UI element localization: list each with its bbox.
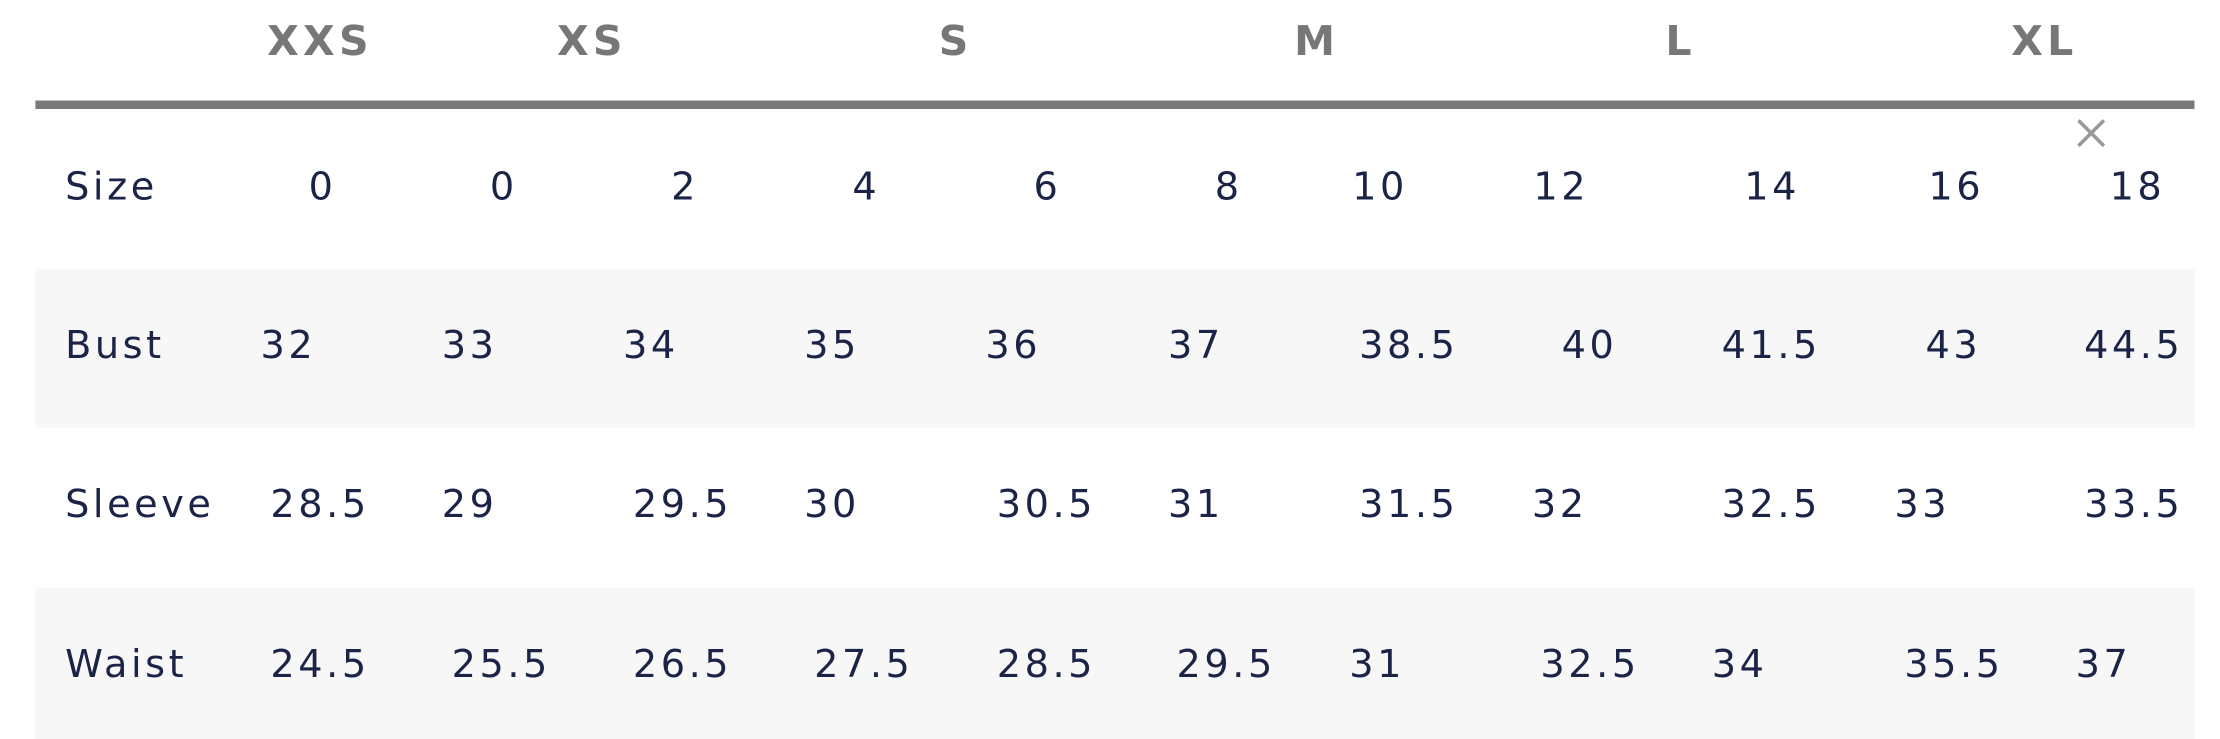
cell-value: 14 (1744, 165, 1801, 210)
close-button[interactable] (2076, 118, 2107, 149)
cell-value: 0 (308, 165, 337, 210)
cell-value: 29.5 (632, 482, 733, 527)
cell-value: 36 (985, 324, 1042, 369)
row-band (35, 587, 2195, 739)
cell-value: 29.5 (1176, 642, 1276, 687)
cell-value: 32 (260, 324, 317, 369)
cell-value: 35.5 (1904, 642, 2004, 687)
cell-value: 31 (1168, 482, 1224, 527)
size-letter: XS (556, 16, 627, 66)
cell-value: 18 (2109, 165, 2166, 210)
cell-value: 35 (804, 324, 860, 369)
row-label: Bust (65, 324, 165, 369)
cell-value: 33 (441, 324, 498, 369)
row-label: Size (65, 165, 158, 210)
cell-value: 4 (852, 165, 881, 210)
size-letter: XXS (267, 16, 373, 66)
cell-value: 33.5 (2084, 482, 2184, 527)
cell-value: 29 (441, 482, 498, 527)
cell-value: 32 (1531, 482, 1588, 527)
cell-value: 27.5 (814, 642, 914, 687)
cell-value: 31.5 (1359, 482, 1459, 527)
cell-value: 32.5 (1721, 482, 1821, 527)
cell-value: 31 (1349, 642, 1406, 687)
header-rule (35, 100, 2195, 110)
cell-value: 24.5 (270, 642, 370, 687)
cell-value: 34 (1711, 642, 1768, 687)
cell-value: 44.5 (2084, 324, 2184, 369)
row-band (35, 269, 2195, 428)
cell-value: 10 (1352, 165, 1408, 210)
cell-value: 25.5 (451, 642, 551, 687)
size-letter: L (1665, 16, 1696, 66)
cell-value: 40 (1561, 324, 1618, 369)
cell-value: 8 (1214, 165, 1243, 210)
cell-value: 0 (489, 165, 518, 210)
cell-value: 38.5 (1359, 324, 1459, 369)
cell-value: 32.5 (1540, 642, 1640, 687)
cell-value: 34 (622, 324, 679, 369)
cell-value: 2 (671, 165, 699, 210)
cell-value: 16 (1928, 165, 1985, 210)
cell-value: 28.5 (270, 482, 370, 527)
cell-value: 37 (2075, 642, 2132, 687)
cell-value: 43 (1925, 324, 1982, 369)
cell-value: 37 (1168, 324, 1224, 369)
cell-value: 30.5 (996, 482, 1097, 527)
cell-value: 30 (804, 482, 860, 527)
cell-value: 6 (1033, 165, 1062, 210)
size-letter: XL (2011, 16, 2078, 66)
cell-value: 12 (1533, 165, 1590, 210)
cell-value: 26.5 (632, 642, 733, 687)
cell-value: 33 (1894, 482, 1951, 527)
size-letter: S (938, 16, 973, 66)
cell-value: 28.5 (996, 642, 1097, 687)
size-letter: M (1294, 16, 1340, 66)
row-label: Waist (65, 642, 188, 687)
cell-value: 41.5 (1721, 324, 1821, 369)
row-label: Sleeve (65, 482, 215, 527)
